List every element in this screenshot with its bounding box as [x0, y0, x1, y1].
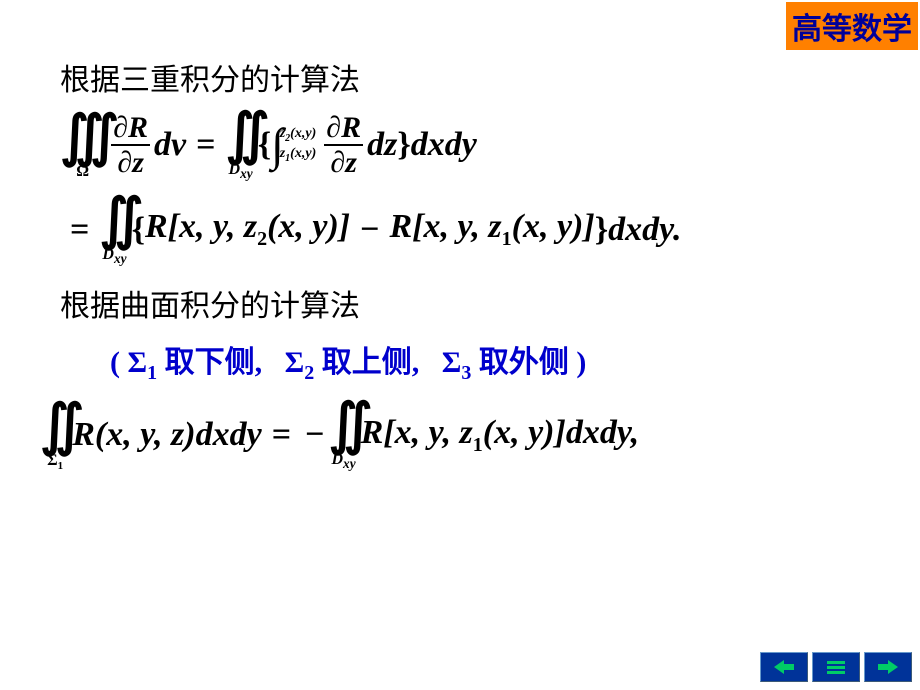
slide-content: 根据三重积分的计算法 ∭ Ω ∂R ∂z dv = ∬ Dxy { ∫ z2(x…: [60, 55, 880, 483]
blue-annotation: ( Σ1 取下侧, Σ2 取上侧, Σ3 取外侧 ): [110, 337, 880, 385]
equation-1: ∭ Ω ∂R ∂z dv = ∬ Dxy { ∫ z2(x,y) z1(x,y)…: [60, 107, 880, 182]
nav-button-group: [760, 652, 912, 682]
nav-forward-button[interactable]: [864, 652, 912, 682]
text-line-1: 根据三重积分的计算法: [60, 55, 880, 99]
nav-menu-button[interactable]: [812, 652, 860, 682]
header-label: 高等数学: [786, 2, 918, 50]
equation-3: ∬ Σ1 R(x, y, z)dxdy = − ∬ Dxy R[x, y, z1…: [40, 397, 880, 472]
nav-back-button[interactable]: [760, 652, 808, 682]
text-line-2: 根据曲面积分的计算法: [60, 281, 880, 325]
equation-2: = ∬ Dxy {R[x, y, z2(x, y)] − R[x, y, z1(…: [60, 192, 880, 267]
